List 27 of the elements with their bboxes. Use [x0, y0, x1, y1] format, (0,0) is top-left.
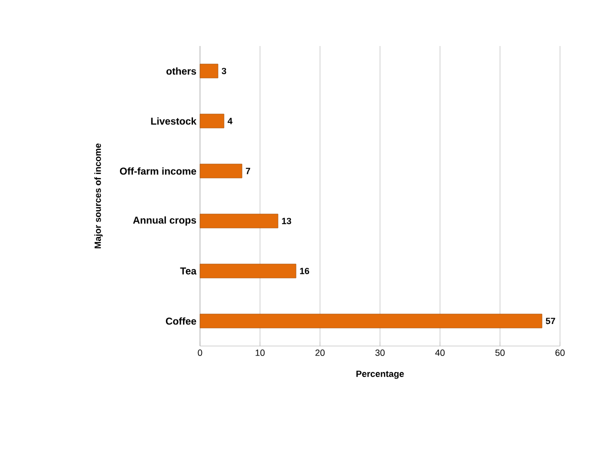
y-tick-label: Tea [180, 268, 197, 274]
data-label: 3 [222, 68, 226, 74]
x-tick-label: 50 [495, 350, 505, 356]
y-tick-label: Annual crops [133, 216, 196, 226]
data-label: 7 [246, 168, 250, 174]
bar [200, 164, 242, 178]
x-tick-label: 0 [198, 350, 202, 356]
x-tick-label: 20 [315, 350, 325, 356]
y-tick-label: Livestock [151, 117, 196, 125]
y-tick-label: Off-farm income [120, 167, 196, 175]
y-tick-label: Coffee [166, 317, 196, 325]
y-axis-title: Major sources of income [94, 143, 103, 248]
data-label: 13 [282, 218, 292, 224]
x-tick-label: 10 [256, 350, 265, 356]
bar [200, 314, 542, 328]
bar [200, 214, 278, 228]
data-label: 57 [546, 318, 556, 324]
bar [200, 64, 218, 78]
x-tick-label: 30 [375, 350, 385, 356]
y-tick-label: others [166, 67, 196, 75]
bar [200, 114, 224, 128]
data-label: 4 [228, 118, 232, 124]
x-axis-title: Percentage [356, 370, 404, 379]
x-tick-label: 40 [435, 350, 445, 356]
bar [200, 264, 296, 278]
data-label: 16 [300, 268, 310, 274]
x-tick-label: 60 [555, 350, 565, 356]
